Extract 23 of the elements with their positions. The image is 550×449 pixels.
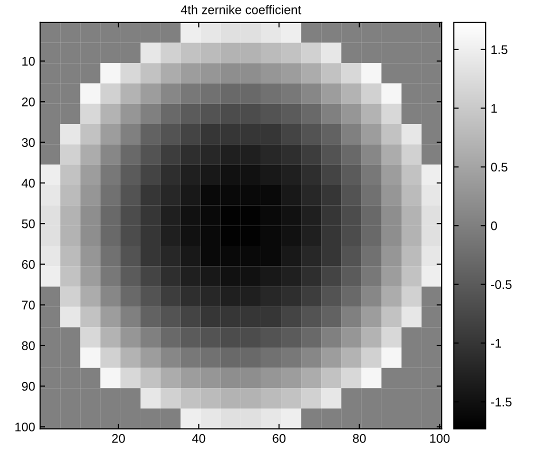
y-tick-label: 70 xyxy=(22,300,35,310)
color-bar-label: -1.5 xyxy=(491,398,512,406)
color-bar-label: 0 xyxy=(491,221,497,230)
y-tick-label: 20 xyxy=(22,97,35,106)
y-tick-label: 100 xyxy=(15,422,35,432)
chart-title: 4th zernike coefficient xyxy=(180,5,302,14)
x-tick-label: 60 xyxy=(272,434,286,443)
x-tick-label: 80 xyxy=(352,434,366,443)
y-tick-label: 10 xyxy=(22,56,35,66)
x-tick-label: 40 xyxy=(192,434,206,443)
y-tick-label: 40 xyxy=(22,178,35,188)
color-bar-label: 1.5 xyxy=(491,45,508,54)
color-bar-label: 1 xyxy=(491,104,497,113)
y-tick-label: 50 xyxy=(22,219,35,228)
y-tick-label: 90 xyxy=(22,382,35,391)
x-tick-label: 20 xyxy=(112,434,125,443)
color-bar-label: -1 xyxy=(491,338,502,348)
x-tick-label: 100 xyxy=(430,434,450,443)
y-tick-label: 60 xyxy=(22,260,35,269)
color-bar-label: 0.5 xyxy=(491,162,508,172)
y-tick-label: 80 xyxy=(22,341,35,350)
y-tick-label: 30 xyxy=(22,138,35,147)
color-bar-label: -0.5 xyxy=(491,280,512,289)
